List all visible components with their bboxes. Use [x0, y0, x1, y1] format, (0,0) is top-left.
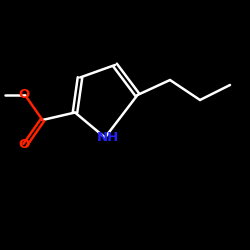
Text: O: O: [18, 138, 30, 151]
Text: NH: NH: [96, 131, 119, 144]
Text: O: O: [18, 88, 30, 102]
